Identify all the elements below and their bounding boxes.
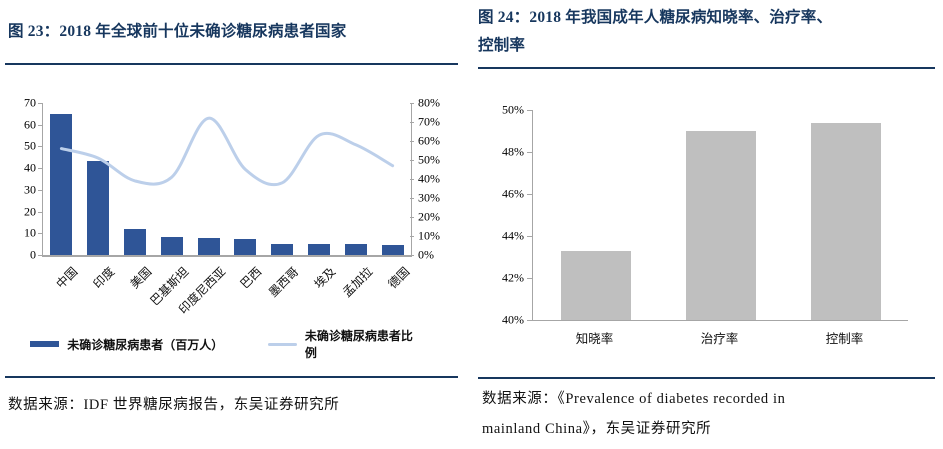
- category-label: 美国: [127, 264, 155, 292]
- left-axis-tick-label: 20: [24, 204, 36, 219]
- left-axis-tick-label: 70: [24, 95, 36, 110]
- right-axis-tick: [410, 122, 414, 123]
- category-label: 墨西哥: [266, 264, 302, 300]
- category-label: 印度: [90, 264, 118, 292]
- bar: [344, 244, 367, 255]
- figure23-title-rule: [5, 63, 458, 65]
- figure24-title-rule: [478, 67, 935, 69]
- y-axis-tick-label: 46%: [502, 186, 524, 201]
- left-axis-tick: [38, 189, 42, 191]
- y-axis-tick-label: 48%: [502, 144, 524, 159]
- left-axis-tick-label: 30: [24, 182, 36, 197]
- bar: [810, 122, 881, 320]
- left-axis-tick-label: 50: [24, 138, 36, 153]
- right-axis-tick-label: 70%: [418, 114, 440, 129]
- figure24-title-line1: 图 24：2018 年我国成年人糖尿病知晓率、治疗率、: [478, 9, 833, 26]
- figure23-plot-area: [42, 103, 412, 257]
- figure24-source-line1: 数据来源：《Prevalence of diabetes recorded in: [482, 391, 786, 407]
- right-axis-tick: [410, 236, 414, 237]
- right-axis-tick-label: 80%: [418, 95, 440, 110]
- figure24-plot-area: [532, 110, 908, 321]
- legend-item-bar-series: 未确诊糖尿病患者（百万人）: [30, 336, 224, 353]
- bar: [271, 244, 294, 255]
- figure24-bottom-rule: [478, 377, 935, 379]
- left-axis-tick-label: 40: [24, 160, 36, 175]
- figure24-source: 数据来源：《Prevalence of diabetes recorded in…: [482, 384, 922, 444]
- category-label: 中国: [53, 264, 81, 292]
- right-axis-tick-label: 0%: [418, 247, 434, 262]
- category-label: 治疗率: [700, 332, 739, 346]
- right-axis-tick-label: 30%: [418, 190, 440, 205]
- bar-series-swatch: [30, 341, 60, 347]
- right-axis-tick: [410, 198, 414, 199]
- figure24-title-line2: 控制率: [478, 37, 526, 54]
- bar: [381, 244, 404, 255]
- y-axis-tick: [527, 320, 532, 321]
- category-label: 知晓率: [575, 332, 614, 346]
- trend-line-layer: [59, 116, 395, 187]
- category-label: 德国: [385, 264, 412, 292]
- y-axis-tick: [527, 236, 532, 237]
- bar: [685, 131, 756, 320]
- y-axis-tick-label: 44%: [502, 228, 524, 243]
- y-axis-tick: [527, 110, 532, 111]
- figure23-bottom-rule: [5, 376, 458, 378]
- y-axis-tick: [527, 194, 532, 195]
- category-label: 巴西: [237, 264, 265, 292]
- y-axis-tick: [527, 278, 532, 279]
- y-axis-tick: [527, 152, 532, 153]
- figure24-chart: 40% 42% 44% 46% 48% 50% 知晓率 治疗率 控制率: [470, 95, 943, 355]
- y-axis-tick-label: 40%: [502, 312, 524, 327]
- y-axis-tick-label: 42%: [502, 270, 524, 285]
- figure24-title: 图 24：2018 年我国成年人糖尿病知晓率、治疗率、 控制率: [478, 4, 928, 60]
- category-label: 控制率: [825, 332, 864, 346]
- figure23-source: 数据来源：IDF 世界糖尿病报告，东吴证券研究所: [8, 397, 340, 413]
- category-label: 埃及: [311, 264, 339, 292]
- right-axis-tick-label: 10%: [418, 228, 440, 243]
- right-axis-tick-label: 20%: [418, 209, 440, 224]
- category-label: 孟加拉: [339, 264, 376, 300]
- right-axis-tick: [410, 179, 414, 180]
- left-axis-tick-label: 0: [30, 247, 36, 262]
- left-axis-tick: [38, 233, 42, 235]
- line-series-label: 未确诊糖尿病患者比例: [304, 329, 413, 360]
- bar: [87, 160, 110, 255]
- trend-line: [59, 116, 395, 187]
- left-axis-tick: [38, 211, 42, 213]
- right-axis-tick: [410, 217, 414, 218]
- left-axis-tick: [38, 255, 42, 256]
- bar: [160, 236, 183, 255]
- left-axis-tick: [38, 146, 42, 148]
- left-axis-tick: [38, 124, 42, 126]
- right-axis-tick: [410, 160, 414, 161]
- line-series-swatch: [267, 342, 297, 346]
- figure23-title: 图 23：2018 年全球前十位未确诊糖尿病患者国家: [8, 23, 347, 40]
- left-axis-tick: [38, 168, 42, 170]
- bar: [308, 244, 330, 255]
- right-axis-tick-label: 40%: [418, 171, 440, 186]
- legend-item-line-series: 未确诊糖尿病患者比例: [267, 327, 422, 361]
- right-axis-tick-label: 60%: [418, 133, 440, 148]
- bar-series-label: 未确诊糖尿病患者（百万人）: [67, 337, 224, 352]
- left-axis-tick-label: 60: [24, 117, 36, 132]
- right-axis-tick: [410, 255, 414, 256]
- right-axis-tick: [410, 103, 414, 104]
- right-axis-tick: [410, 141, 414, 142]
- left-axis-tick: [38, 103, 42, 104]
- bar: [197, 237, 220, 255]
- figure23-chart: 0 10 20 30 40 50 60 70 0% 10% 20% 30% 40% 50% 60% 70% 8…: [0, 95, 470, 361]
- bar: [234, 238, 257, 255]
- bar: [560, 250, 631, 320]
- left-axis-tick-label: 10: [24, 225, 36, 240]
- figure24-source-line2: mainland China》，东吴证券研究所: [482, 421, 712, 437]
- right-axis-tick-label: 50%: [418, 152, 440, 167]
- y-axis-tick-label: 50%: [502, 102, 524, 117]
- bar: [124, 229, 146, 255]
- figure23-legend: 未确诊糖尿病患者（百万人） 未确诊糖尿病患者比例: [30, 327, 422, 361]
